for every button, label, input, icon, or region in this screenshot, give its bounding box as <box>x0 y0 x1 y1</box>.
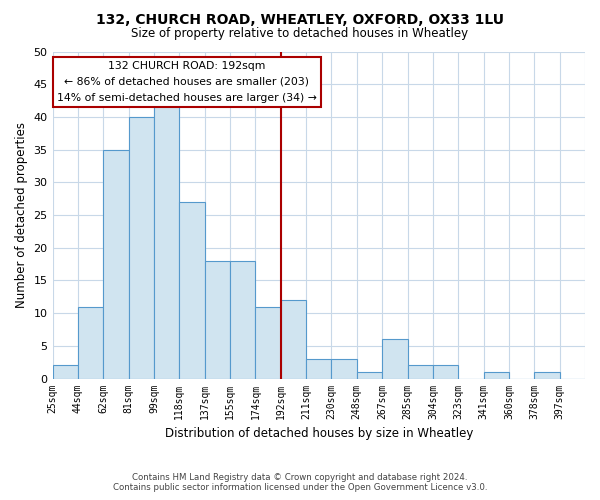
Bar <box>230 261 256 378</box>
Bar <box>256 306 281 378</box>
Y-axis label: Number of detached properties: Number of detached properties <box>15 122 28 308</box>
X-axis label: Distribution of detached houses by size in Wheatley: Distribution of detached houses by size … <box>164 427 473 440</box>
Text: Contains HM Land Registry data © Crown copyright and database right 2024.
Contai: Contains HM Land Registry data © Crown c… <box>113 473 487 492</box>
Text: 132 CHURCH ROAD: 192sqm
← 86% of detached houses are smaller (203)
14% of semi-d: 132 CHURCH ROAD: 192sqm ← 86% of detache… <box>57 62 317 102</box>
Bar <box>433 366 458 378</box>
Bar <box>484 372 509 378</box>
Bar <box>281 300 306 378</box>
Bar <box>53 366 78 378</box>
Text: Size of property relative to detached houses in Wheatley: Size of property relative to detached ho… <box>131 28 469 40</box>
Bar <box>382 340 407 378</box>
Bar <box>128 117 154 378</box>
Bar <box>78 306 103 378</box>
Bar <box>103 150 128 378</box>
Bar <box>534 372 560 378</box>
Bar <box>357 372 382 378</box>
Bar <box>331 359 357 378</box>
Bar <box>154 104 179 378</box>
Bar <box>205 261 230 378</box>
Bar <box>306 359 331 378</box>
Bar <box>179 202 205 378</box>
Text: 132, CHURCH ROAD, WHEATLEY, OXFORD, OX33 1LU: 132, CHURCH ROAD, WHEATLEY, OXFORD, OX33… <box>96 12 504 26</box>
Bar <box>407 366 433 378</box>
